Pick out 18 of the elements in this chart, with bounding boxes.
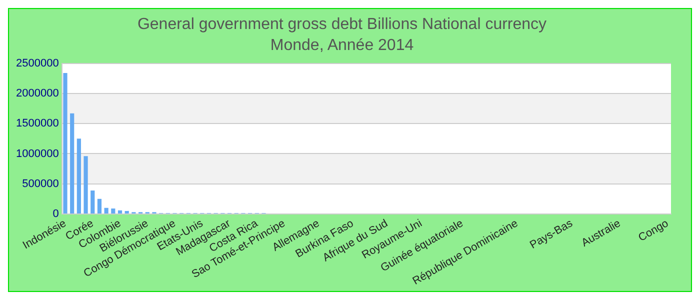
bar [63, 73, 68, 214]
y-tick-label: 2000000 [16, 88, 59, 100]
y-tick-label: 1500000 [16, 118, 59, 130]
y-tick-label: 0 [52, 208, 59, 220]
chart-subtitle: Monde, Année 2014 [270, 37, 414, 54]
y-tick-label: 2500000 [16, 57, 59, 70]
y-tick-label: 1000000 [16, 148, 59, 160]
bar [118, 210, 122, 214]
bar [124, 210, 129, 214]
bar [84, 156, 88, 214]
bar [111, 208, 116, 214]
bar [70, 113, 74, 214]
bar [97, 198, 102, 214]
y-tick-label: 500000 [22, 178, 59, 190]
bar [76, 138, 81, 214]
bar [90, 190, 95, 214]
chart-title: General government gross debt Billions National currency [137, 16, 547, 34]
bar [104, 208, 108, 214]
